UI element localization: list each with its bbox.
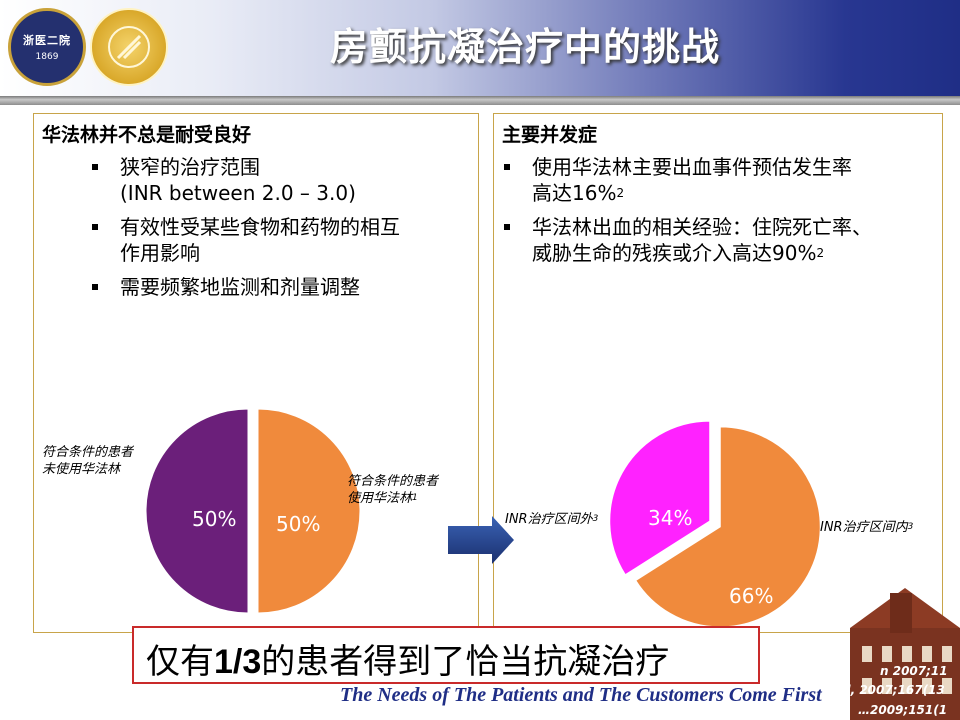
reference-text: …2009;151(1 xyxy=(858,703,948,717)
logo-year: 1869 xyxy=(35,52,59,62)
jci-gold-seal-icon xyxy=(90,8,168,86)
callout-text: 仅有1/3的患者得到了恰当抗凝治疗 xyxy=(146,642,670,682)
reference-text: n 2007;11 xyxy=(880,664,948,678)
pie-label-inr-inside: INR治疗区间内3 xyxy=(820,520,914,535)
left-heading: 华法林并不总是耐受良好 xyxy=(42,124,252,146)
footer-slogan: The Needs of The Patients and The Custom… xyxy=(340,684,822,706)
pie-left-value-label: 50% xyxy=(192,507,237,531)
logo-name: 浙医二院 xyxy=(23,34,71,47)
pie-left-value-label: 50% xyxy=(276,512,321,536)
pie-label-inr-outside: INR治疗区间外3 xyxy=(505,512,599,527)
left-bullet: 狭窄的治疗范围 (INR between 2.0 – 3.0) xyxy=(92,154,470,206)
right-bullet-list: 使用华法林主要出血事件预估发生率 高达16%2 华法林出血的相关经验：住院死亡率… xyxy=(504,154,942,274)
right-bullet: 使用华法林主要出血事件预估发生率 高达16%2 xyxy=(504,154,942,206)
pie-right-value-label: 66% xyxy=(729,584,774,608)
right-panel: 主要并发症 使用华法林主要出血事件预估发生率 高达16%2 华法林出血的相关经验… xyxy=(493,113,943,633)
reference-text: d, 2007;167(13 xyxy=(842,683,945,697)
pie-right-value-label: 34% xyxy=(648,506,693,530)
header-divider xyxy=(0,96,960,105)
key-message-callout: 仅有1/3的患者得到了恰当抗凝治疗 xyxy=(132,626,760,684)
right-heading: 主要并发症 xyxy=(502,124,598,146)
slide-title: 房颤抗凝治疗中的挑战 xyxy=(330,25,721,69)
university-seal-icon: 浙医二院 1869 xyxy=(8,8,86,86)
left-bullet: 有效性受某些食物和药物的相互 作用影响 xyxy=(92,214,470,266)
building-image xyxy=(850,588,960,720)
title-bar: 浙医二院 1869 房颤抗凝治疗中的挑战 xyxy=(0,0,960,96)
left-panel: 华法林并不总是耐受良好 狭窄的治疗范围 (INR between 2.0 – 3… xyxy=(33,113,479,633)
pie-label-not-using: 符合条件的患者 未使用华法林 xyxy=(42,445,134,477)
left-bullet: 需要频繁地监测和剂量调整 xyxy=(92,274,470,300)
right-bullet: 华法林出血的相关经验：住院死亡率、 威胁生命的残疾或介入高达90%2 xyxy=(504,214,942,266)
arrow-right-icon xyxy=(448,516,514,564)
pie-label-using: 符合条件的患者 使用华法林1 xyxy=(347,474,439,506)
left-bullet-list: 狭窄的治疗范围 (INR between 2.0 – 3.0) 有效性受某些食物… xyxy=(92,154,470,308)
